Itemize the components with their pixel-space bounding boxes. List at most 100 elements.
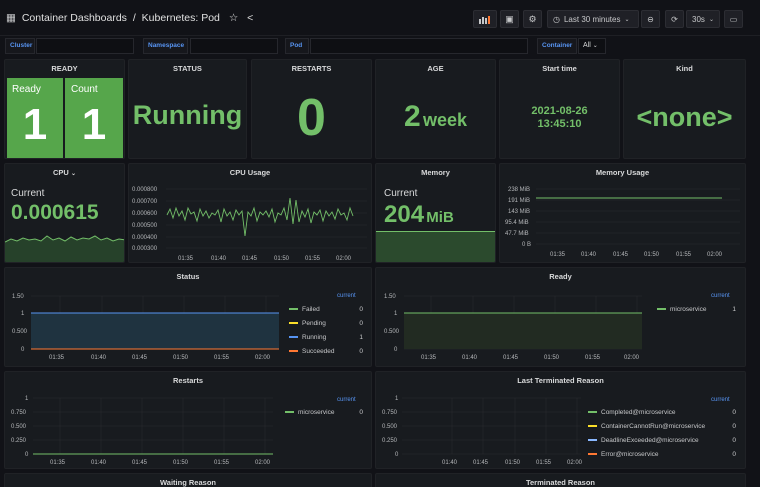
panel-title: Kind (676, 64, 693, 73)
panel-title: Last Terminated Reason (517, 376, 604, 385)
legend-label: microservice (670, 306, 707, 313)
legend-value: 0 (732, 451, 736, 458)
x-tick: 01:50 (544, 355, 560, 361)
y-tick: 0.500 (384, 329, 400, 335)
memory-current-display: 204 MiB (384, 201, 454, 229)
x-tick: 01:55 (585, 355, 601, 361)
container-variable-select[interactable]: All ⌄ (578, 38, 606, 54)
x-tick: 01:45 (613, 252, 629, 258)
legend-item-succeeded[interactable]: Succeeded (289, 348, 335, 355)
legend-item-microservice[interactable]: microservice (285, 409, 334, 416)
gear-icon: ⚙ (528, 13, 537, 24)
x-tick: 01:50 (505, 460, 521, 466)
settings-button[interactable]: ⚙ (523, 10, 542, 28)
legend-item-failed[interactable]: Failed (289, 306, 320, 313)
add-panel-button[interactable] (473, 10, 497, 28)
legend-item-running[interactable]: Running (289, 334, 326, 341)
x-tick: 01:35 (550, 252, 566, 258)
refresh-icon: ⟳ (671, 14, 678, 24)
namespace-variable-select[interactable] (190, 38, 278, 54)
cpu-current-label: Current (11, 188, 45, 199)
panel-title: AGE (427, 64, 444, 73)
panel-title: CPU Usage (229, 168, 271, 177)
star-icon[interactable]: ☆ (228, 12, 239, 24)
age-stat-panel: AGE 2 week (375, 59, 496, 159)
legend-value: 0 (732, 409, 736, 416)
legend-label: Completed@microservice (601, 409, 676, 416)
x-tick: 01:35 (421, 355, 437, 361)
legend-item-containercannotrun[interactable]: ContainerCannotRun@microservice (588, 423, 705, 430)
legend-item-completed[interactable]: Completed@microservice (588, 409, 676, 416)
y-tick: 47.7 MiB (505, 231, 529, 237)
x-tick: 01:35 (49, 355, 65, 361)
y-tick: 1 (25, 396, 29, 402)
legend-label: ContainerCannotRun@microservice (601, 423, 706, 430)
x-tick: 02:00 (336, 256, 352, 262)
folder-link[interactable]: Container Dashboards (21, 12, 127, 24)
tv-mode-button[interactable]: ▭ (724, 10, 743, 28)
chevron-down-icon: ⌄ (592, 43, 598, 49)
share-icon[interactable]: < (247, 12, 254, 24)
cpu-stat-panel: CPU ⌄ Current 0.000615 (4, 163, 125, 263)
legend-item-pending[interactable]: Pending (289, 320, 326, 327)
age-display: 2 week (376, 100, 495, 134)
status-chart-panel: Status 1.50 1 0.500 0 01:35 01:40 01:45 … (4, 267, 372, 367)
legend-current-header: current (337, 397, 356, 403)
save-icon: ▣ (505, 13, 514, 24)
restarts-value: 0 (297, 89, 326, 147)
last-terminated-chart-panel: Last Terminated Reason 1 0.750 0.500 0.2… (375, 371, 746, 469)
legend-value: 1 (732, 306, 736, 313)
memory-current-label: Current (384, 188, 418, 199)
y-tick: 1 (21, 311, 25, 317)
legend-current-header: current (711, 293, 730, 299)
legend-item-deadlineexceeded[interactable]: DeadlineExceeded@microservice (588, 437, 699, 444)
panel-title: Status (176, 272, 200, 281)
x-tick: 01:35 (50, 460, 66, 466)
panel-title: Memory Usage (595, 168, 650, 177)
refresh-interval-picker[interactable]: 30s ⌄ (686, 10, 720, 28)
dashboard-title[interactable]: Kubernetes: Pod (141, 12, 220, 24)
ready-graph: 1.50 1 0.500 0 01:35 01:40 01:45 01:50 0… (384, 294, 642, 361)
refresh-button[interactable]: ⟳ (665, 10, 684, 28)
memory-current-unit: MiB (426, 209, 454, 226)
legend-item-error[interactable]: Error@microservice (588, 451, 659, 458)
save-dashboard-button[interactable]: ▣ (500, 10, 519, 28)
running-area (31, 313, 279, 349)
y-tick: 238 MiB (508, 187, 530, 193)
ready-chart-panel: Ready 1.50 1 0.500 0 01:35 01:40 01:45 0… (375, 267, 746, 367)
x-tick: 01:55 (214, 355, 230, 361)
panel-title: Restarts (172, 376, 203, 385)
pod-variable-select[interactable] (310, 38, 528, 54)
memory-usage-graph: 238 MiB 191 MiB 143 MiB 95.4 MiB 47.7 Mi… (505, 187, 740, 258)
legend-item-microservice[interactable]: microservice (657, 306, 706, 313)
x-tick: 01:40 (91, 355, 107, 361)
apps-grid-icon[interactable]: ▦ (6, 12, 16, 24)
cpu-series-line (166, 197, 354, 237)
y-tick: 0 (25, 452, 29, 458)
y-tick: 0.750 (382, 410, 398, 416)
top-bar: ▦ Container Dashboards / Kubernetes: Pod… (0, 0, 760, 36)
y-axis: 238 MiB 191 MiB 143 MiB 95.4 MiB 47.7 Mi… (505, 187, 531, 248)
legend-swatch (588, 439, 597, 442)
restarts-chart-panel: Restarts 1 0.750 0.500 0.250 0 01:35 01:… (4, 371, 372, 469)
legend-label: microservice (298, 409, 335, 416)
count-value: 1 (81, 100, 107, 149)
y-tick: 0.000600 (132, 211, 158, 217)
refresh-interval-value: 30s (692, 14, 705, 24)
zoom-out-button[interactable]: ⊖ (641, 10, 660, 28)
legend-label: Pending (302, 320, 326, 327)
legend-label: Succeeded (302, 348, 335, 355)
panel-title-dropdown[interactable]: CPU ⌄ (5, 168, 124, 177)
status-graph: 1.50 1 0.500 0 01:35 01:40 01:45 01:50 0… (12, 294, 279, 361)
monitor-icon: ▭ (729, 14, 738, 24)
legend-swatch (289, 350, 298, 353)
x-tick: 02:00 (567, 460, 583, 466)
cluster-variable-select[interactable] (36, 38, 134, 54)
x-tick: 01:45 (503, 355, 519, 361)
legend-value: 0 (359, 409, 363, 416)
y-tick: 0.500 (382, 424, 398, 430)
container-variable-value: All (583, 42, 591, 49)
ready-value: 1 (22, 100, 48, 149)
memory-current-value: 204 (384, 201, 425, 228)
time-range-picker[interactable]: ◷ Last 30 minutes ⌄ (547, 10, 639, 28)
